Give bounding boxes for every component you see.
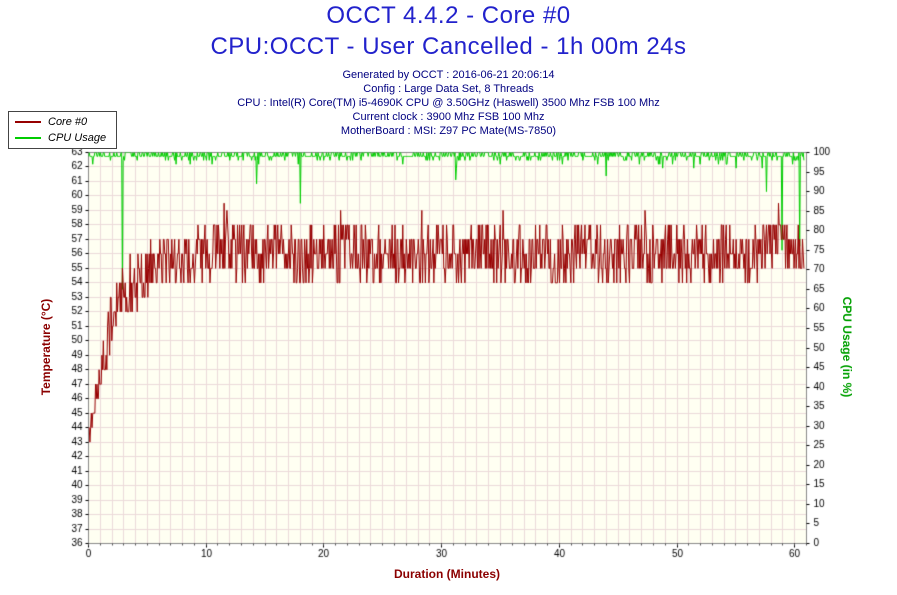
chart-legend: Core #0 CPU Usage <box>8 111 118 149</box>
legend-line-core0-swatch <box>15 121 41 123</box>
legend-item-cpu-usage: CPU Usage <box>15 132 106 144</box>
y-left-axis-title: Temperature (°C) <box>39 298 53 396</box>
y-right-axis-title: CPU Usage (in %) <box>840 296 854 398</box>
x-axis-title: Duration (Minutes) <box>394 567 500 581</box>
legend-line-cpu-usage-swatch <box>15 137 41 139</box>
legend-item-core0: Core #0 <box>15 116 106 128</box>
legend-label-core0: Core #0 <box>48 116 88 128</box>
legend-label-cpu-usage: CPU Usage <box>48 132 107 144</box>
